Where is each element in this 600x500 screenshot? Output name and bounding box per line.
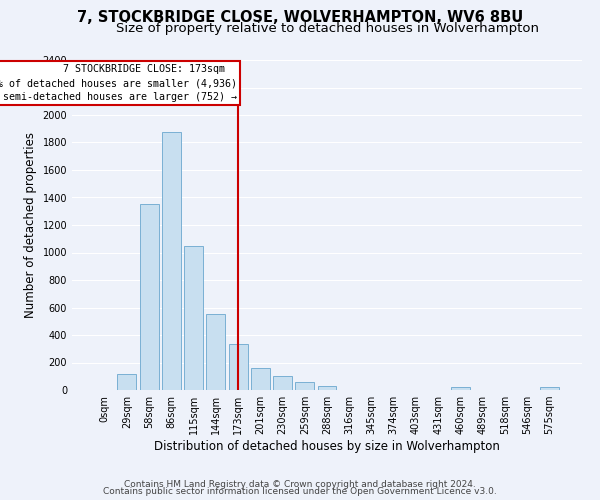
Bar: [251, 368, 270, 390]
Y-axis label: Number of detached properties: Number of detached properties: [24, 132, 37, 318]
Bar: [118, 374, 136, 390]
Bar: [540, 387, 559, 390]
Text: Contains HM Land Registry data © Crown copyright and database right 2024.: Contains HM Land Registry data © Crown c…: [124, 480, 476, 489]
Bar: [451, 387, 470, 390]
Text: 7, STOCKBRIDGE CLOSE, WOLVERHAMPTON, WV6 8BU: 7, STOCKBRIDGE CLOSE, WOLVERHAMPTON, WV6…: [77, 10, 523, 25]
Bar: [206, 314, 225, 390]
Text: 7 STOCKBRIDGE CLOSE: 173sqm  
← 87% of detached houses are smaller (4,936)
13% o: 7 STOCKBRIDGE CLOSE: 173sqm ← 87% of det…: [0, 64, 237, 102]
Bar: [140, 204, 158, 390]
Bar: [162, 132, 181, 390]
Bar: [295, 382, 314, 390]
Bar: [273, 376, 292, 390]
Bar: [317, 386, 337, 390]
Title: Size of property relative to detached houses in Wolverhampton: Size of property relative to detached ho…: [115, 22, 539, 35]
Text: Contains public sector information licensed under the Open Government Licence v3: Contains public sector information licen…: [103, 487, 497, 496]
Bar: [229, 344, 248, 390]
Bar: [184, 246, 203, 390]
X-axis label: Distribution of detached houses by size in Wolverhampton: Distribution of detached houses by size …: [154, 440, 500, 453]
